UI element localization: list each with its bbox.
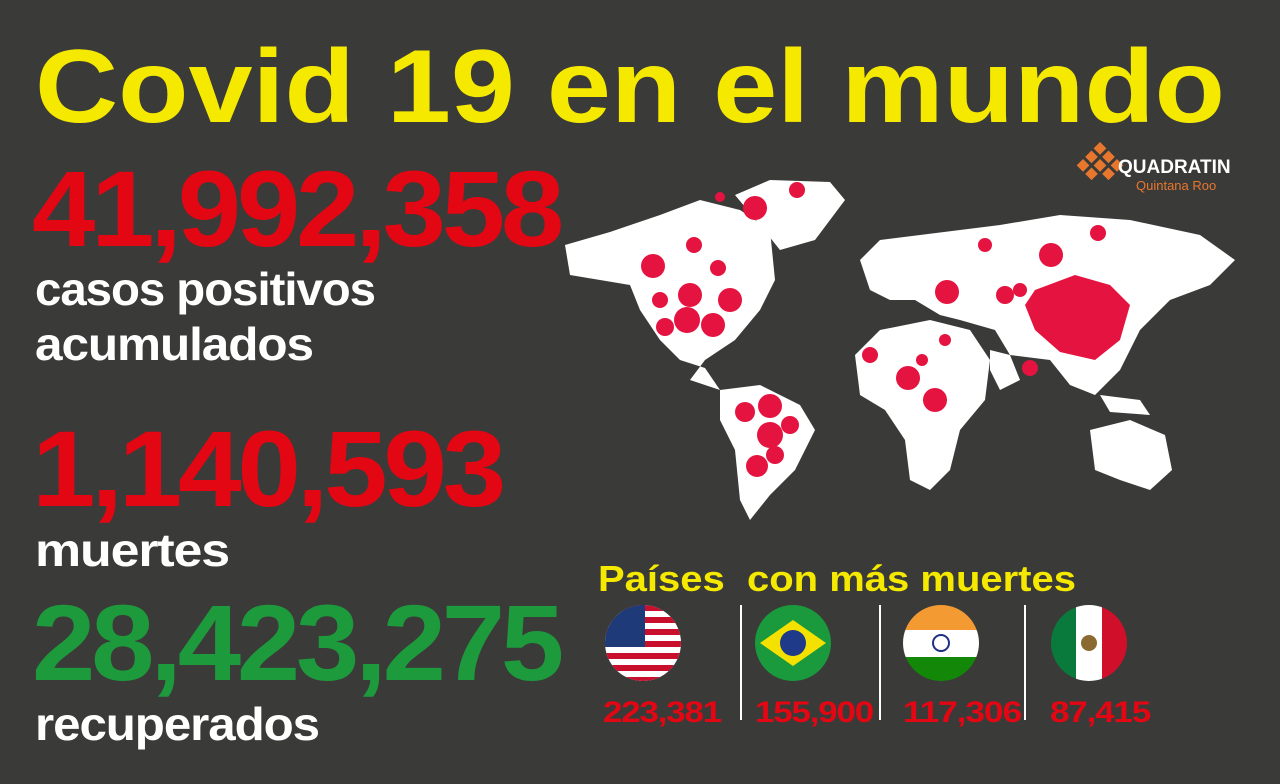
cases-label: casos positivos — [35, 263, 375, 315]
death-count: 223,381 — [603, 696, 721, 729]
map-dots — [641, 182, 1106, 477]
cases-label: acumulados — [35, 318, 313, 370]
title: Covid 19 en el mundo — [35, 29, 1225, 145]
death-count: 155,900 — [755, 696, 873, 729]
recovered-label: recuperados — [35, 698, 319, 750]
china-highlight — [1025, 275, 1130, 360]
recovered-value: 28,423,275 — [32, 582, 562, 703]
logo-region: Quintana Roo — [1136, 178, 1216, 193]
flag-usa — [605, 605, 681, 681]
cases-value: 41,992,358 — [32, 148, 561, 269]
death-count: 87,415 — [1050, 696, 1150, 729]
ranking-title: Países con más muertes — [598, 558, 1076, 599]
deaths-label: muertes — [35, 524, 229, 576]
death-count: 117,306 — [903, 696, 1021, 729]
flag-brazil — [755, 605, 831, 681]
deaths-value: 1,140,593 — [32, 408, 503, 529]
logo-name: QUADRATIN — [1118, 157, 1231, 178]
separators — [740, 605, 1026, 720]
